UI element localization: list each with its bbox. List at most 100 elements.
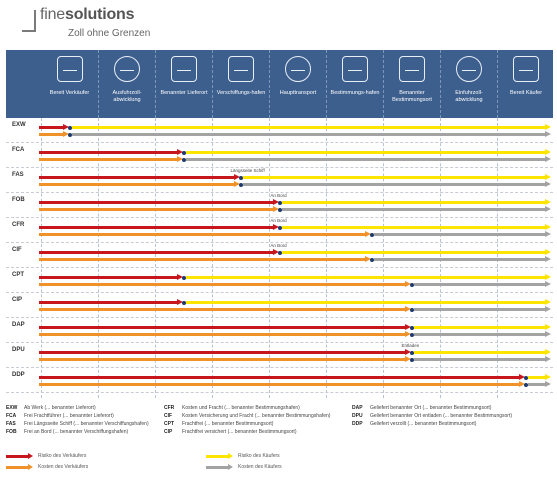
seller-cost-bar [39, 133, 64, 136]
risk-transfer-dot [523, 375, 528, 380]
legend-text: Kosten Versicherung und Fracht (... bena… [182, 413, 331, 419]
legend-entry: EXW Ab Werk (... benannter Lieferort) [6, 404, 149, 412]
buyer-cost-bar [373, 258, 545, 261]
legend-entry: FCA Frei Frachtführer (... benannter Lief… [6, 412, 149, 420]
seller-cost-bar [39, 308, 406, 311]
seller-cost-arrowhead [404, 356, 411, 362]
color-key-label: Risiko des Verkäufers [38, 453, 87, 459]
risk-transfer-dot [181, 300, 186, 305]
incoterm-code: FOB [12, 197, 25, 203]
buyer-cost-bar [413, 308, 545, 311]
buyer-risk-arrowhead [545, 299, 551, 305]
color-key-grey: Kosten des Käufers [206, 463, 436, 473]
color-key-orange: Kosten des Verkäufers [6, 463, 236, 473]
cost-transfer-dot [409, 307, 414, 312]
color-key-label: Kosten des Verkäufers [38, 464, 89, 470]
legend-entry: CIF Kosten Versicherung und Fracht (... b… [164, 412, 330, 420]
seller-cost-arrowhead [404, 281, 411, 287]
buyer-risk-bar [185, 301, 545, 304]
legend-entry: CFR Kosten und Fracht (... benannter Best… [164, 404, 330, 412]
seller-cost-bar [39, 258, 366, 261]
ship-icon [285, 56, 311, 82]
crane-icon [228, 56, 254, 82]
legend-text: Kosten und Fracht (... benannter Bestimm… [182, 405, 300, 411]
stage-label: Verschiffungs-hafen [216, 90, 266, 96]
buyer-risk-arrowhead [545, 199, 551, 205]
stage-4: Verschiffungs-hafen [212, 50, 269, 118]
legend-entry: CIP Frachtfrei versichert (... benannter … [164, 428, 330, 436]
customs-export-icon [114, 56, 140, 82]
row-separator [6, 317, 553, 318]
color-key-yellow: Risiko des Käufers [206, 452, 436, 462]
legend-code: FCA [6, 413, 17, 419]
legend-code: CIF [164, 413, 173, 419]
buyer-cost-bar [282, 208, 545, 211]
buyer-risk-bar [71, 126, 545, 129]
color-key: Risiko des Verkäufers Kosten des Verkäufe… [6, 452, 553, 476]
legend-text: Geliefert benannter Ort (... benannter B… [370, 405, 492, 411]
buyer-risk-arrowhead [545, 349, 551, 355]
logo-name-bold: solutions [65, 6, 135, 23]
color-key-label: Kosten des Käufers [238, 464, 282, 470]
legend-entry: DPU Geliefert benannter Ort entladen (...… [352, 412, 512, 420]
incoterm-row-fas: FAS Längsseite Schiff [6, 168, 553, 193]
seller-risk-bar [39, 351, 406, 354]
risk-transfer-dot [278, 250, 283, 255]
logo-bracket-icon [22, 10, 36, 32]
buyer-cost-arrowhead [545, 156, 551, 162]
buyer-risk-bar [185, 276, 545, 279]
buyer-cost-arrowhead [545, 281, 551, 287]
red-swatch [6, 455, 28, 458]
risk-transfer-dot [181, 275, 186, 280]
risk-transfer-dot [409, 325, 414, 330]
incoterm-row-cpt: CPT [6, 268, 553, 293]
buyer-risk-arrowhead [545, 324, 551, 330]
row-separator [6, 167, 553, 168]
buyer-risk-arrowhead [545, 124, 551, 130]
legend-entry: DDP Geliefert verzollt (... benannter Bes… [352, 420, 512, 428]
color-key-label: Risiko des Käufers [238, 453, 280, 459]
buyer-risk-arrowhead [545, 149, 551, 155]
legend-text: Frachtfrei versichert (... benannter Bes… [182, 429, 297, 435]
transfer-note: Längsseite Schiff [230, 168, 265, 173]
stage-label: Einfuhrzoll-abwicklung [455, 90, 483, 103]
incoterm-code: CPT [12, 272, 24, 278]
seller-cost-arrowhead [62, 131, 69, 137]
incoterm-row-fob: FOB An Bord [6, 193, 553, 218]
legend-code: DPU [352, 413, 363, 419]
seller-risk-arrowhead [404, 349, 411, 355]
buyer-risk-bar [185, 151, 545, 154]
stage-label: Ausfuhrzoll-abwicklung [112, 90, 142, 103]
seller-cost-bar [39, 333, 406, 336]
seller-risk-bar [39, 326, 406, 329]
seller-risk-arrowhead [404, 324, 411, 330]
row-separator [6, 142, 553, 143]
buyer-cost-bar [185, 158, 545, 161]
row-separator [6, 367, 553, 368]
risk-transfer-dot [67, 125, 72, 130]
yellow-arrow-icon [228, 453, 233, 459]
seller-risk-bar [39, 301, 178, 304]
buyer-cost-arrowhead [545, 131, 551, 137]
stage-2: Ausfuhrzoll-abwicklung [98, 50, 155, 118]
seller-risk-arrowhead [273, 224, 280, 230]
legend-text: Geliefert verzollt (... benannter Bestim… [370, 421, 477, 427]
legend-code: FAS [6, 421, 16, 427]
legend-column-3: DAP Geliefert benannter Ort (... benannte… [352, 404, 512, 428]
buyer-cost-bar [413, 283, 545, 286]
seller-risk-arrowhead [273, 199, 280, 205]
legend-code: EXW [6, 405, 18, 411]
port-crane-icon [342, 56, 368, 82]
seller-risk-bar [39, 176, 235, 179]
seller-cost-bar [39, 208, 275, 211]
cost-transfer-dot [181, 157, 186, 162]
seller-risk-bar [39, 201, 275, 204]
buyer-cost-arrowhead [545, 381, 551, 387]
legend-column-1: EXW Ab Werk (... benannter Lieferort) FCA F… [6, 404, 149, 436]
seller-risk-arrowhead [273, 249, 280, 255]
orange-swatch [6, 466, 28, 469]
seller-cost-arrowhead [518, 381, 525, 387]
orange-arrow-icon [28, 464, 33, 470]
legend-code: CIP [164, 429, 173, 435]
cost-transfer-dot [369, 257, 374, 262]
